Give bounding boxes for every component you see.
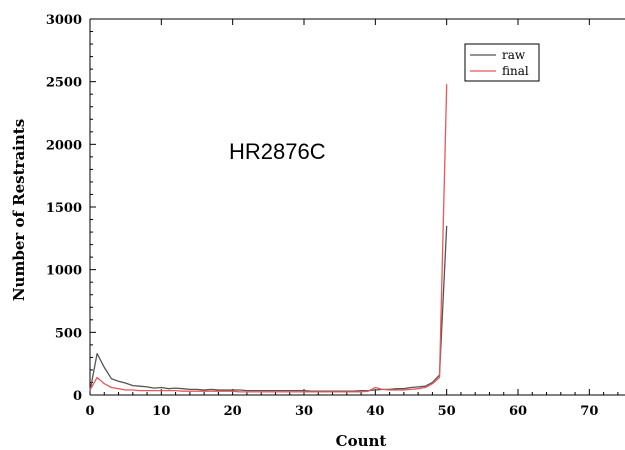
x-axis-label: Count — [336, 432, 387, 450]
y-tick-label: 1500 — [46, 201, 82, 216]
y-tick-label: 500 — [55, 326, 82, 341]
y-tick-label: 0 — [73, 389, 82, 404]
x-tick-label: 20 — [224, 404, 242, 419]
x-tick-label: 10 — [152, 404, 170, 419]
series-line-final — [89, 84, 448, 393]
series-line-raw — [89, 225, 448, 392]
y-tick-label: 2000 — [46, 138, 82, 153]
y-tick-label: 2500 — [46, 76, 82, 91]
y-tick-label: 1000 — [46, 264, 82, 279]
y-tick-label: 3000 — [46, 13, 82, 28]
x-axis: 0 10 20 30 40 50 60 70 — [85, 19, 619, 419]
y-axis: 0 500 1000 1500 2000 2500 3000 — [46, 13, 96, 404]
legend: raw final — [464, 43, 540, 82]
x-tick-label: 0 — [85, 404, 94, 419]
legend-label-raw: raw — [502, 48, 526, 62]
chart-annotation: HR2876C — [229, 139, 326, 164]
x-tick-label: 60 — [509, 404, 527, 419]
legend-box — [464, 43, 540, 82]
plot-area — [89, 18, 625, 396]
series-layer — [89, 84, 448, 393]
x-tick-label: 30 — [295, 404, 313, 419]
legend-label-final: final — [502, 64, 529, 78]
x-tick-label: 50 — [438, 404, 456, 419]
y-axis-label: Number of Restraints — [10, 119, 28, 301]
x-tick-label: 40 — [366, 404, 384, 419]
x-tick-label: 70 — [580, 404, 598, 419]
